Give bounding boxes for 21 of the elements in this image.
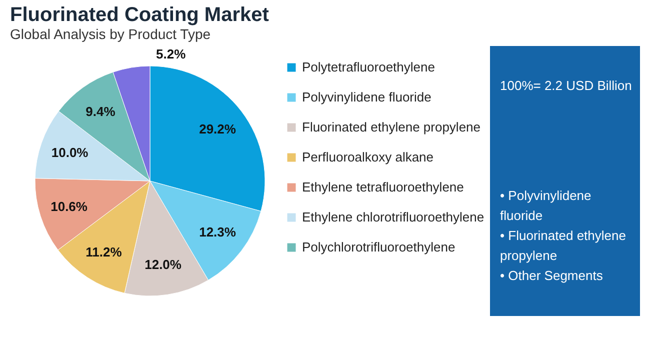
- text: • Polyvinylidene fluoride: [500, 188, 592, 223]
- data-label: 12.0%: [144, 256, 182, 272]
- text: 100%= 2.2 USD Billion: [500, 78, 632, 93]
- chart-subtitle: Global Analysis by Product Type: [10, 26, 211, 42]
- data-label: 12.3%: [199, 224, 236, 240]
- legend-label: Polyvinylidene fluoride: [302, 90, 432, 104]
- data-label: 5.2%: [156, 46, 186, 62]
- legend-label: Fluorinated ethylene propylene: [302, 120, 481, 134]
- legend-label: Ethylene tetrafluoroethylene: [302, 180, 464, 194]
- data-label: 11.2%: [86, 244, 122, 260]
- data-label: 9.4%: [86, 104, 116, 119]
- data-label: 10.0%: [51, 144, 89, 160]
- data-label: 29.2%: [199, 121, 236, 136]
- data-label: 10.6%: [50, 198, 88, 214]
- legend-label: Polychlorotrifluoroethylene: [302, 240, 456, 254]
- text: • Fluorinated ethylene propylene: [500, 228, 626, 263]
- chart-title: Fluorinated Coating Market: [10, 4, 270, 26]
- legend-label: Perfluoroalkoxy alkane: [302, 150, 434, 164]
- legend-label: Polytetrafluoroethylene: [302, 60, 435, 74]
- legend-label: Ethylene chlorotrifluoroethylene: [302, 210, 484, 224]
- text: • Other Segments: [500, 268, 604, 283]
